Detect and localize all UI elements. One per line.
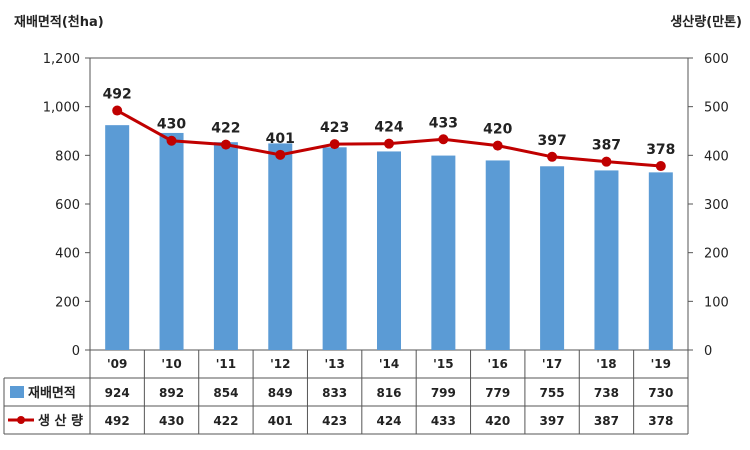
table-cell: 738	[594, 386, 619, 400]
data-label: 430	[157, 117, 186, 133]
table-cell: 420	[485, 414, 510, 428]
category-label: '17	[542, 357, 562, 371]
bar	[322, 147, 347, 350]
bar	[648, 172, 673, 350]
category-label: '16	[488, 357, 508, 371]
table-cell: 401	[268, 414, 293, 428]
line-point	[547, 151, 558, 162]
table-cell: 397	[540, 414, 565, 428]
table-cell: 854	[213, 386, 238, 400]
line-point	[275, 149, 286, 160]
table-cell: 849	[268, 386, 293, 400]
table-cell: 833	[322, 386, 347, 400]
bar-series	[105, 125, 673, 350]
category-label: '10	[161, 357, 181, 371]
left-tick-label: 600	[55, 198, 80, 213]
bar	[105, 125, 130, 350]
line-point	[220, 139, 231, 150]
legend-line-label: 생 산 량	[38, 413, 83, 429]
category-label: '19	[651, 357, 671, 371]
line-series: 492 430 422 401 423 424 433 420 397 387 378	[103, 87, 675, 172]
left-tick-label: 1,200	[43, 52, 80, 67]
right-tick-label: 200	[704, 247, 729, 262]
line-point	[166, 135, 177, 146]
legend-bar-label: 재배면적	[28, 385, 76, 401]
line-point	[601, 156, 612, 167]
table-cell: 892	[159, 386, 184, 400]
data-label: 401	[266, 131, 295, 147]
right-tick-label: 300	[704, 198, 729, 213]
table-cell: 423	[322, 414, 347, 428]
legend-bar-swatch	[10, 386, 24, 398]
legend-line-marker	[17, 416, 25, 424]
table-cell: 422	[213, 414, 238, 428]
bar	[540, 166, 565, 350]
category-label: '14	[379, 357, 399, 371]
bar	[268, 143, 293, 350]
bar	[594, 170, 619, 350]
right-tick-label: 400	[704, 149, 729, 164]
data-label: 387	[592, 138, 621, 154]
category-label: '11	[216, 357, 236, 371]
category-label: '18	[596, 357, 616, 371]
line-point	[438, 134, 449, 145]
line-point	[112, 105, 123, 116]
data-label: 423	[320, 120, 349, 136]
line-point	[329, 139, 340, 150]
bar	[377, 151, 401, 350]
data-label: 397	[537, 133, 566, 149]
line-point	[492, 140, 503, 151]
data-label: 433	[429, 115, 458, 131]
table-cell: 816	[376, 386, 401, 400]
table-cell: 433	[431, 414, 456, 428]
table-cell: 755	[540, 386, 565, 400]
left-tick-label: 800	[55, 149, 80, 164]
left-axis-label: 재배면적(천ha)	[14, 14, 104, 30]
table-cell: 430	[159, 414, 184, 428]
bar	[159, 132, 184, 350]
right-tick-label: 500	[704, 101, 729, 116]
data-label: 492	[103, 87, 132, 103]
category-label: '15	[433, 357, 453, 371]
table-cell: 387	[594, 414, 619, 428]
left-tick-label: 400	[55, 247, 80, 262]
bar	[485, 160, 510, 350]
category-label: '13	[324, 357, 344, 371]
table-cell: 492	[105, 414, 130, 428]
bar	[431, 155, 456, 350]
table-cell: 924	[105, 386, 130, 400]
right-tick-label: 0	[704, 344, 712, 359]
line-point	[655, 161, 666, 172]
table-cell: 378	[648, 414, 673, 428]
left-tick-label: 200	[55, 295, 80, 310]
right-axis-label: 생산량(만톤)	[670, 14, 742, 30]
left-tick-label: 1,000	[43, 101, 80, 116]
data-label: 420	[483, 122, 512, 138]
data-label: 424	[374, 120, 403, 136]
category-label: '12	[270, 357, 290, 371]
right-tick-label: 100	[704, 295, 729, 310]
table-cell: 424	[376, 414, 401, 428]
bar	[213, 142, 238, 350]
axis-ticks: 0 200 400 600 800 1,000 1,200 0 100 200 300 400 500 6…	[43, 52, 729, 359]
left-tick-label: 0	[72, 344, 80, 359]
line-point	[384, 138, 394, 149]
data-label: 378	[646, 142, 675, 158]
right-tick-label: 600	[704, 52, 729, 67]
category-label: '09	[107, 357, 127, 371]
table-cell: 779	[485, 386, 510, 400]
table-cell: 799	[431, 386, 456, 400]
data-label: 422	[211, 121, 240, 137]
table-cell: 730	[648, 386, 673, 400]
